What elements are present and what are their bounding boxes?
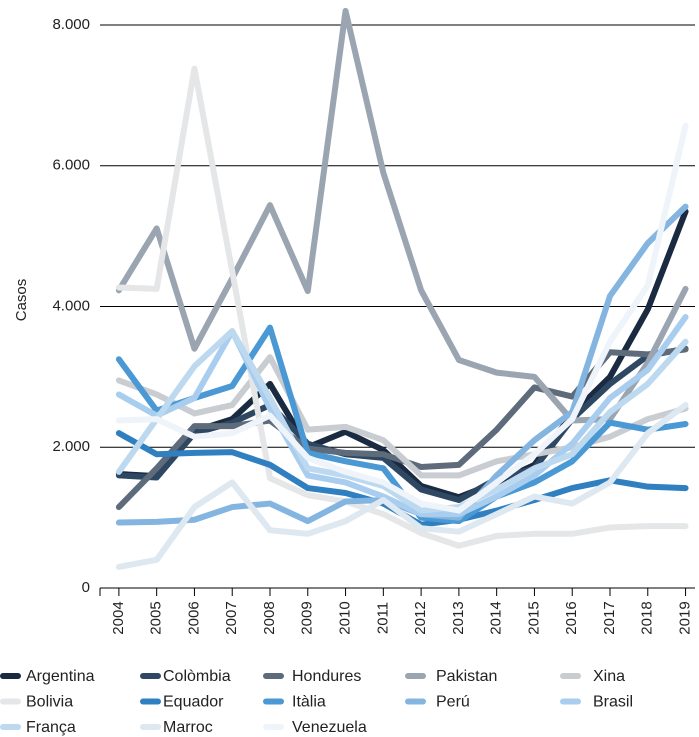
legend-label: França (26, 719, 76, 736)
legend-item: Pakistan (405, 668, 497, 685)
legend-item: Perú (405, 694, 470, 711)
x-tick-label: 2004 (110, 601, 127, 634)
y-tick-label: 0 (82, 579, 90, 596)
x-tick-label: 2006 (185, 601, 202, 634)
y-tick-label: 6.000 (52, 157, 90, 174)
legend-label: Perú (436, 694, 470, 711)
x-tick-label: 2008 (261, 601, 278, 634)
legend-label: Itàlia (292, 694, 326, 711)
x-tick-label: 2007 (223, 601, 240, 634)
legend-item: França (0, 719, 76, 736)
legend-item: Argentina (0, 668, 95, 685)
legend-label: Hondures (292, 668, 361, 685)
legend-item: Brasil (560, 694, 633, 711)
x-tick-label: 2014 (488, 601, 505, 634)
y-tick-label: 2.000 (52, 438, 90, 455)
legend-item: Hondures (263, 668, 361, 685)
x-tick-label: 2018 (639, 601, 656, 634)
legend-item: Venezuela (263, 719, 367, 736)
x-tick-label: 2013 (450, 601, 467, 634)
series-line (115, 122, 689, 514)
legend-label: Colòmbia (163, 668, 231, 685)
legend-label: Pakistan (436, 668, 497, 685)
y-tick-label: 4.000 (52, 297, 90, 314)
legend-item: Marroc (140, 719, 213, 736)
legend-item: Xina (560, 668, 625, 685)
series-line (115, 402, 689, 570)
legend-label: Brasil (593, 694, 633, 711)
x-tick-label: 2005 (148, 601, 165, 634)
series-line (115, 314, 689, 518)
x-tick-label: 2009 (299, 601, 316, 634)
legend-label: Xina (593, 668, 625, 685)
series-line (115, 65, 689, 549)
x-tick-label: 2015 (525, 601, 542, 634)
legend-item: Equador (140, 694, 224, 711)
legend-label: Argentina (26, 668, 95, 685)
series-line (115, 354, 689, 479)
x-tick-label: 2011 (374, 602, 391, 634)
x-tick-label: 2010 (337, 601, 354, 634)
legend-label: Marroc (163, 719, 213, 736)
legend-label: Venezuela (292, 719, 367, 736)
legend-item: Colòmbia (140, 668, 231, 685)
y-tick-label: 8.000 (52, 16, 90, 33)
x-tick-label: 2019 (677, 601, 694, 634)
series-line (115, 328, 689, 514)
legend-item: Itàlia (263, 694, 326, 711)
legend-label: Equador (163, 694, 224, 711)
legend-item: Bolivia (0, 694, 73, 711)
y-axis-label: Casos (13, 279, 30, 322)
x-tick-label: 2017 (601, 601, 618, 634)
x-tick-label: 2016 (563, 601, 580, 634)
x-tick-label: 2012 (412, 601, 429, 634)
legend-label: Bolivia (26, 694, 73, 711)
